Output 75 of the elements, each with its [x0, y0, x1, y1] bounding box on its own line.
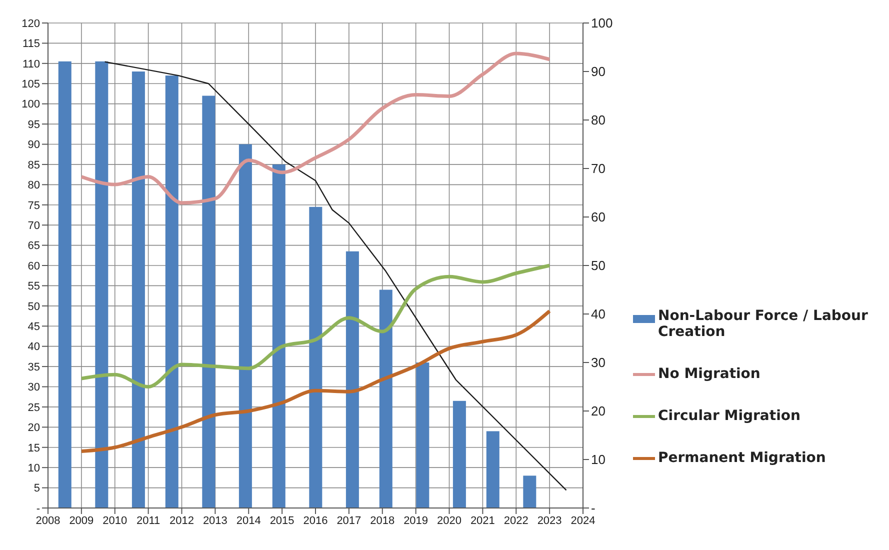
- bar: [132, 72, 145, 508]
- y-tick-label: 65: [28, 240, 40, 252]
- x-tick-label: 2021: [470, 514, 495, 527]
- y-tick-label: 55: [28, 280, 40, 293]
- bar: [416, 362, 430, 508]
- bar: [272, 164, 286, 508]
- x-tick-label: 2013: [202, 514, 228, 527]
- y-tick-label: 85: [28, 159, 40, 172]
- x-tick-label: 2016: [303, 514, 328, 527]
- bar: [452, 400, 466, 508]
- y-tick-label: 20: [28, 422, 40, 434]
- x-tick-label: 2008: [36, 514, 60, 527]
- legend-label: Permanent Migration: [658, 450, 826, 466]
- x-tick-label: 2019: [404, 514, 428, 527]
- y2-tick-label: 90: [591, 64, 606, 80]
- y-tick-label: -: [36, 502, 40, 515]
- y-tick-label: 30: [28, 382, 40, 394]
- x-tick-label: 2018: [370, 514, 395, 527]
- y-tick-label: 105: [22, 78, 40, 91]
- y-tick-label: 75: [28, 200, 40, 212]
- y2-tick-label: 40: [591, 306, 606, 322]
- y-tick-label: 110: [22, 58, 40, 70]
- y-tick-label: 35: [28, 361, 40, 374]
- bar: [238, 144, 252, 508]
- y2-tick-label: 80: [591, 112, 606, 128]
- bar: [309, 206, 322, 508]
- line-series: [80, 264, 552, 388]
- y-tick-label: 60: [28, 260, 40, 272]
- y2-tick-label: 70: [591, 161, 606, 176]
- y2-tick-label: 30: [591, 355, 606, 370]
- y-tick-label: 5: [34, 482, 40, 495]
- y-tick-label: 45: [28, 321, 40, 334]
- y-tick-label: 115: [22, 38, 40, 50]
- y-tick-label: 25: [28, 402, 40, 414]
- y2-tick-label: 100: [591, 16, 613, 31]
- x-tick-label: 2011: [136, 514, 160, 527]
- y2-tick-label: -: [591, 500, 596, 516]
- x-tick-label: 2015: [270, 514, 294, 527]
- y2-tick-label: 60: [591, 210, 606, 225]
- y-tick-label: 100: [22, 98, 40, 111]
- x-tick-label: 2012: [170, 514, 194, 527]
- x-tick-label: 2014: [236, 514, 261, 527]
- bar: [202, 96, 216, 508]
- bar: [346, 251, 359, 508]
- legend-label: Non-Labour Force / Labour Creation: [658, 308, 869, 340]
- bar: [486, 431, 500, 508]
- bar: [379, 290, 392, 508]
- y-tick-label: 90: [28, 139, 40, 152]
- legend-label: No Migration: [658, 366, 760, 382]
- x-tick-label: 2024: [570, 514, 596, 527]
- bar: [58, 61, 72, 508]
- y2-tick-label: 10: [591, 452, 606, 468]
- y-tick-label: 10: [28, 462, 40, 474]
- y-tick-label: 70: [28, 220, 40, 232]
- y2-tick-label: 20: [591, 404, 606, 419]
- x-tick-label: 2022: [504, 514, 528, 527]
- bar: [165, 76, 178, 508]
- legend-label: Circular Migration: [658, 408, 800, 424]
- y2-tick-label: 50: [591, 258, 606, 274]
- x-tick-label: 2023: [537, 514, 562, 527]
- y-tick-label: 80: [28, 180, 40, 192]
- x-tick-label: 2009: [69, 514, 94, 527]
- y-tick-label: 120: [22, 18, 40, 30]
- line-series: [80, 309, 552, 454]
- bar: [523, 476, 536, 508]
- line-series: [104, 61, 567, 491]
- line-series: [80, 52, 552, 205]
- y-tick-label: 95: [28, 118, 40, 131]
- x-tick-label: 2017: [336, 514, 362, 527]
- x-tick-label: 2010: [102, 514, 128, 527]
- bar: [95, 61, 108, 508]
- x-tick-label: 2020: [437, 514, 462, 527]
- y-tick-label: 15: [28, 442, 40, 454]
- y-tick-label: 50: [28, 300, 40, 313]
- y-tick-label: 40: [28, 341, 40, 354]
